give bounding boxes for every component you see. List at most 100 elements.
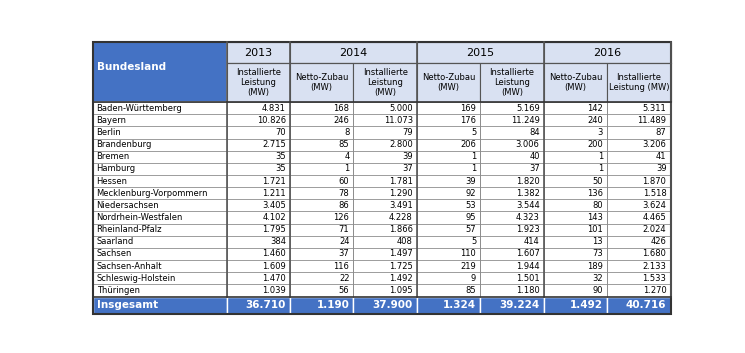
Text: 1: 1 (597, 152, 603, 161)
Bar (607, 175, 670, 187)
Bar (481, 211, 544, 223)
Bar (544, 63, 607, 102)
Text: 86: 86 (339, 201, 349, 210)
Bar (481, 236, 544, 248)
Text: 39.224: 39.224 (499, 300, 539, 310)
Text: 37: 37 (402, 164, 413, 173)
Text: 414: 414 (524, 237, 539, 246)
Bar (481, 248, 544, 260)
Bar (353, 199, 417, 211)
Text: 1.460: 1.460 (262, 250, 286, 258)
Bar (544, 187, 607, 199)
Bar (607, 114, 670, 126)
Bar (417, 102, 481, 114)
Text: 1.190: 1.190 (317, 300, 349, 310)
Text: Netto-Zubau
(MW): Netto-Zubau (MW) (549, 73, 602, 92)
Bar (93, 42, 226, 102)
Bar (417, 42, 544, 63)
Bar (290, 223, 353, 236)
Bar (93, 187, 226, 199)
Bar (544, 175, 607, 187)
Text: 2.133: 2.133 (643, 262, 667, 271)
Text: 37.900: 37.900 (372, 300, 413, 310)
Bar (544, 199, 607, 211)
Bar (353, 151, 417, 163)
Bar (353, 187, 417, 199)
Text: Installierte
Leistung
(MW): Installierte Leistung (MW) (489, 67, 534, 97)
Bar (226, 175, 290, 187)
Text: 90: 90 (592, 286, 603, 295)
Bar (417, 248, 481, 260)
Text: 3.206: 3.206 (643, 140, 667, 149)
Text: 1.866: 1.866 (389, 225, 413, 234)
Text: 56: 56 (339, 286, 349, 295)
Bar (544, 223, 607, 236)
Bar (607, 151, 670, 163)
Text: 1.923: 1.923 (516, 225, 539, 234)
Bar (481, 63, 544, 102)
Bar (481, 151, 544, 163)
Text: 1: 1 (471, 164, 476, 173)
Bar (607, 285, 670, 297)
Bar (417, 63, 481, 102)
Bar (353, 272, 417, 285)
Text: 5.169: 5.169 (516, 104, 539, 113)
Bar (481, 297, 544, 314)
Text: 85: 85 (466, 286, 476, 295)
Bar (290, 126, 353, 139)
Bar (290, 187, 353, 199)
Bar (226, 42, 290, 63)
Bar (290, 199, 353, 211)
Text: Netto-Zubau
(MW): Netto-Zubau (MW) (422, 73, 475, 92)
Text: 3.544: 3.544 (516, 201, 539, 210)
Bar (544, 102, 607, 114)
Text: 1.870: 1.870 (643, 176, 667, 186)
Bar (544, 114, 607, 126)
Text: 1.725: 1.725 (389, 262, 413, 271)
Text: Insgesamt: Insgesamt (97, 300, 158, 310)
Bar (290, 260, 353, 272)
Bar (481, 102, 544, 114)
Text: Brandenburg: Brandenburg (97, 140, 152, 149)
Bar (93, 211, 226, 223)
Text: 50: 50 (592, 176, 603, 186)
Text: 5.000: 5.000 (389, 104, 413, 113)
Text: Baden-Württemberg: Baden-Württemberg (97, 104, 183, 113)
Bar (544, 236, 607, 248)
Text: Schleswig-Holstein: Schleswig-Holstein (97, 274, 176, 283)
Bar (417, 151, 481, 163)
Text: 240: 240 (587, 116, 603, 125)
Bar (481, 260, 544, 272)
Bar (353, 236, 417, 248)
Text: 169: 169 (460, 104, 476, 113)
Text: 200: 200 (587, 140, 603, 149)
Text: 22: 22 (339, 274, 349, 283)
Text: Bayern: Bayern (97, 116, 127, 125)
Bar (290, 211, 353, 223)
Bar (607, 248, 670, 260)
Text: 78: 78 (339, 189, 349, 198)
Text: 40: 40 (529, 152, 539, 161)
Bar (481, 114, 544, 126)
Bar (290, 63, 353, 102)
Text: 1.290: 1.290 (389, 189, 413, 198)
Text: 11.249: 11.249 (511, 116, 539, 125)
Text: Bundesland: Bundesland (97, 62, 165, 72)
Bar (226, 102, 290, 114)
Text: 39: 39 (466, 176, 476, 186)
Bar (417, 272, 481, 285)
Text: 2016: 2016 (593, 48, 621, 58)
Bar (417, 199, 481, 211)
Bar (544, 211, 607, 223)
Text: 3.006: 3.006 (516, 140, 539, 149)
Text: 1.095: 1.095 (389, 286, 413, 295)
Text: 1.270: 1.270 (643, 286, 667, 295)
Text: 32: 32 (592, 274, 603, 283)
Bar (226, 236, 290, 248)
Bar (417, 114, 481, 126)
Bar (481, 126, 544, 139)
Text: 206: 206 (460, 140, 476, 149)
Text: 1.470: 1.470 (262, 274, 286, 283)
Text: 2014: 2014 (339, 48, 367, 58)
Text: 9: 9 (471, 274, 476, 283)
